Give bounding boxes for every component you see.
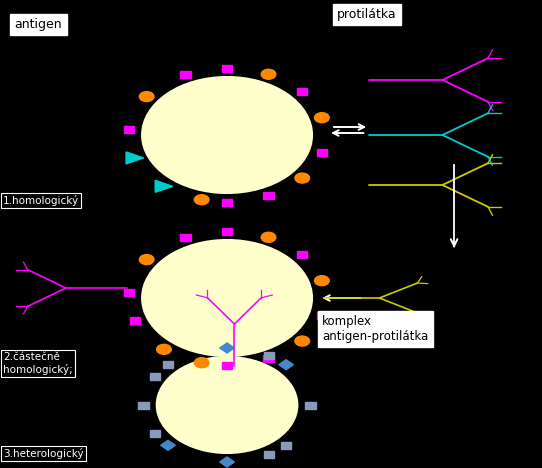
Circle shape [195,358,209,368]
Bar [180,234,191,241]
Bar [297,251,307,258]
Text: 3.heterologický: 3.heterologický [3,448,83,459]
Circle shape [157,344,171,354]
Polygon shape [126,152,144,164]
Bar [317,149,327,156]
Circle shape [142,240,312,356]
Bar [138,402,149,409]
Bar [222,361,232,368]
Bar [222,198,232,205]
Circle shape [142,77,312,193]
Polygon shape [279,360,293,370]
Circle shape [195,195,209,205]
Circle shape [295,173,309,183]
Polygon shape [220,343,234,353]
Text: 2.částečně
homologický;: 2.částečně homologický; [3,352,73,375]
Bar [317,312,327,319]
Bar [297,88,307,95]
Text: 1.homologický: 1.homologický [3,195,79,206]
Bar [263,352,274,359]
Circle shape [261,69,276,79]
Bar [222,227,232,234]
Polygon shape [220,457,234,467]
Bar [163,361,173,368]
Bar [150,430,160,437]
Circle shape [139,92,154,102]
Bar [222,65,232,72]
Bar [263,355,274,362]
Bar [263,192,274,199]
Circle shape [314,113,329,123]
Circle shape [261,232,276,242]
Polygon shape [155,180,173,192]
Bar [150,373,160,380]
Bar [124,126,134,132]
Circle shape [157,357,298,453]
Circle shape [139,255,154,264]
Bar [130,317,140,324]
Bar [306,402,315,409]
Bar [180,71,191,78]
Text: komplex
antigen-protilátka: komplex antigen-protilátka [322,315,429,343]
Text: antigen: antigen [15,18,62,31]
Polygon shape [160,440,175,450]
Circle shape [295,336,309,346]
Text: protilátka: protilátka [337,8,397,21]
Bar [263,451,274,458]
Circle shape [314,276,329,285]
Bar [281,442,291,449]
Bar [124,289,134,296]
